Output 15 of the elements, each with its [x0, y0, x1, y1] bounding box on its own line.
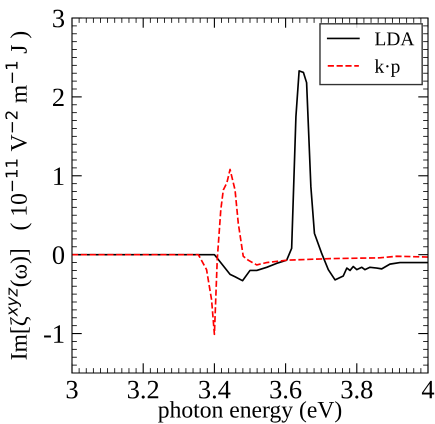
- y-tick-label: -1: [44, 325, 64, 343]
- x-tick-label: 3.8: [342, 380, 372, 399]
- x-tick-label: 3: [66, 380, 78, 399]
- x-tick-label: 3.2: [128, 380, 158, 399]
- legend-label: LDA: [374, 32, 414, 46]
- x-tick-label: 3.4: [199, 380, 230, 399]
- x-tick-label: 3.6: [270, 380, 302, 399]
- y-tick-label: 3: [53, 10, 64, 28]
- y-tick-label: 2: [53, 88, 64, 106]
- text: Im[ζ$^{xyz}$(ω)] ( 10$^{−11}$ V$^{−2}$ m$^{−1}$ J ): [5, 32, 32, 360]
- x-axis-title: photon energy (eV): [158, 401, 342, 423]
- x-tick-label: 4: [422, 380, 434, 398]
- y-tick-label: 1: [54, 168, 64, 185]
- y-tick-label: 0: [52, 246, 64, 264]
- legend-label: k·p: [374, 59, 400, 77]
